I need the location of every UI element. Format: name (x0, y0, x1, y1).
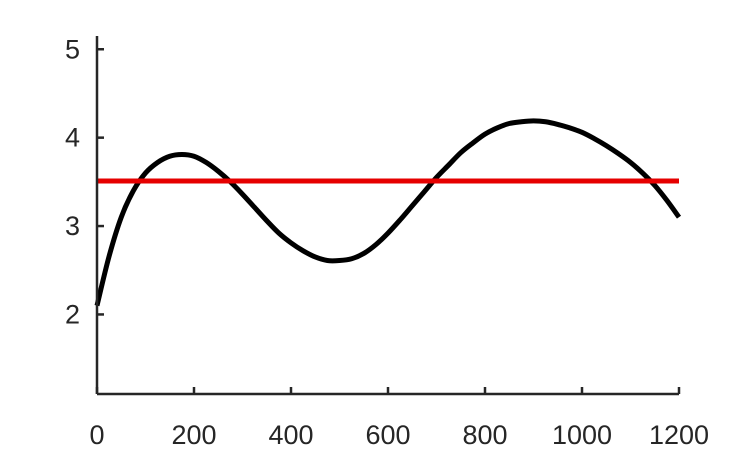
axes (95, 36, 679, 396)
x-tick-label: 200 (171, 420, 216, 450)
x-tick-label: 0 (89, 420, 104, 450)
x-tick-label: 1000 (552, 420, 612, 450)
x-ticks: 0 200 400 600 800 1000 1200 (89, 387, 709, 450)
x-tick-label: 400 (268, 420, 313, 450)
x-tick-label: 600 (365, 420, 410, 450)
y-ticks: 2 3 4 5 (65, 34, 104, 329)
plot-series (94, 118, 682, 307)
x-tick-label: 1200 (649, 420, 709, 450)
y-tick-label: 5 (65, 34, 80, 64)
curve-series-line (94, 118, 682, 307)
y-tick-label: 2 (65, 299, 80, 329)
x-tick-label: 800 (462, 420, 507, 450)
y-tick-label: 3 (65, 211, 80, 241)
y-tick-label: 4 (65, 123, 80, 153)
